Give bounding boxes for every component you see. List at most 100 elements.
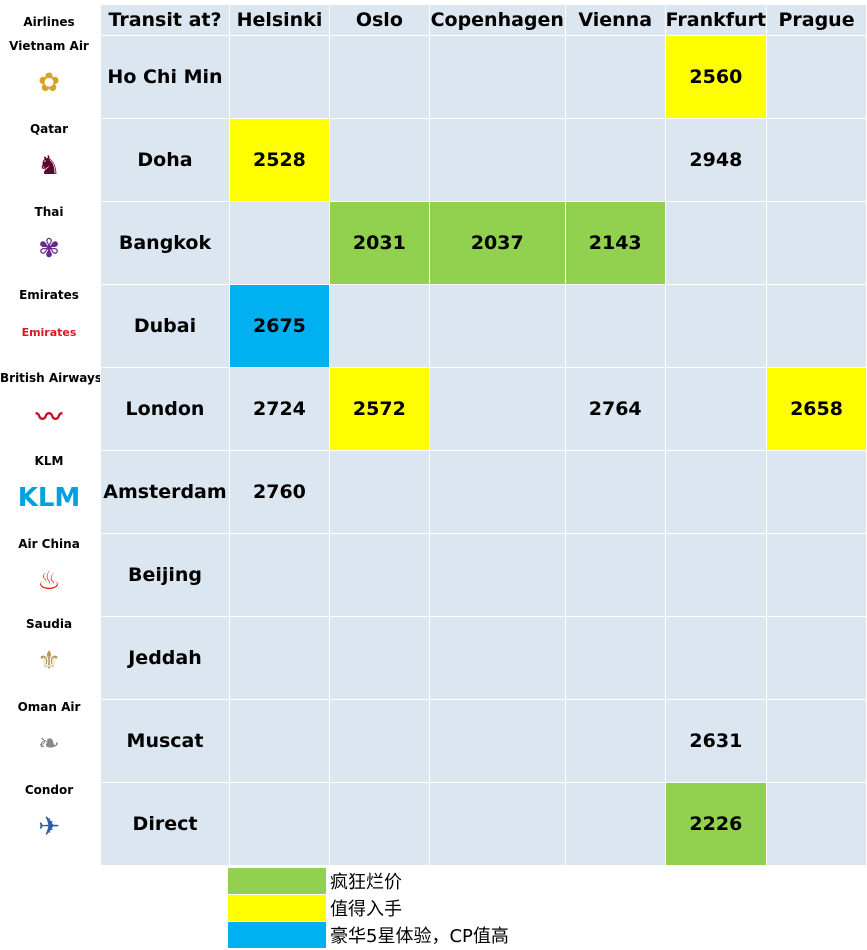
wing-logo: ❧ (38, 729, 60, 759)
fare-cell: 2037 (428, 201, 566, 285)
column-header: Transit at? (100, 4, 230, 36)
fare-cell (328, 118, 430, 202)
emirates-logo: Emirates (21, 325, 77, 339)
legend-item: 值得入手 (228, 894, 509, 921)
fare-cell (564, 450, 666, 534)
fare-cell (564, 284, 666, 368)
legend-label: 豪华5星体验，CP值高 (330, 925, 509, 947)
fare-cell (766, 284, 867, 368)
fare-cell: 2031 (328, 201, 430, 285)
column-header: Vienna (564, 4, 666, 36)
table-row: London 2724 2572 2764 2658 (100, 367, 867, 451)
fare-cell: 2658 (766, 367, 867, 451)
table-row: Ho Chi Min 2560 (100, 35, 867, 119)
oryx-logo: ♞ (37, 151, 61, 181)
fare-cell: 2675 (228, 284, 330, 368)
legend-swatch (228, 894, 326, 921)
speedmarque-logo: 〰 (35, 402, 62, 433)
airline-item: British Airways 〰 (0, 367, 102, 435)
fare-cell (428, 284, 566, 368)
fare-cell: 2572 (328, 367, 430, 451)
fare-cell: 2528 (228, 118, 330, 202)
airline-item: Oman Air ❧ (0, 696, 98, 764)
lotus-logo: ✿ (38, 68, 60, 98)
fare-cell (328, 616, 430, 700)
table-row: Muscat 2631 (100, 699, 867, 783)
fare-cell: 2631 (664, 699, 768, 783)
transit-city: Muscat (100, 699, 230, 783)
fare-cell (766, 616, 867, 700)
column-header: Oslo (328, 4, 430, 36)
airline-name: Oman Air (17, 700, 81, 714)
table-row: Doha 2528 2948 (100, 118, 867, 202)
airline-name: Condor (24, 783, 74, 797)
airline-item: Condor ✈ (0, 779, 98, 847)
phoenix-logo: ♨ (37, 566, 61, 596)
transit-city: London (100, 367, 230, 451)
fare-cell (564, 35, 666, 119)
fare-cell (564, 782, 666, 866)
palm-logo: ⚜ (37, 646, 61, 676)
airline-name: Thai (34, 205, 64, 219)
fare-cell (428, 35, 566, 119)
fare-cell (766, 450, 867, 534)
fare-cell (664, 367, 768, 451)
column-header: Frankfurt (664, 4, 768, 36)
fare-cell (766, 35, 867, 119)
fare-cell (564, 616, 666, 700)
klm-logo: KLM (17, 483, 81, 513)
fare-cell (328, 284, 430, 368)
legend: 疯狂烂价值得入手豪华5星体验，CP值高 (228, 867, 509, 948)
table-row: Dubai 2675 (100, 284, 867, 368)
airline-name: KLM (34, 454, 64, 468)
table-row: Beijing (100, 533, 867, 617)
fare-cell: 2764 (564, 367, 666, 451)
fare-cell (228, 782, 330, 866)
airline-item: Air China ♨ (0, 533, 98, 601)
airline-item: Qatar ♞ (0, 118, 98, 186)
table-row: Amsterdam 2760 (100, 450, 867, 534)
fare-cell (664, 616, 768, 700)
fare-cell (228, 699, 330, 783)
fare-cell (428, 367, 566, 451)
fare-cell (228, 616, 330, 700)
fare-cell (664, 450, 768, 534)
fare-cell (564, 699, 666, 783)
fare-cell (328, 782, 430, 866)
transit-city: Ho Chi Min (100, 35, 230, 119)
fare-cell: 2226 (664, 782, 768, 866)
table-row: Direct 2226 (100, 782, 867, 866)
airline-item: Saudia ⚜ (0, 613, 98, 681)
condor-logo: ✈ (38, 812, 60, 842)
thai-orchid-logo: ✾ (38, 234, 60, 264)
airline-name: Emirates (19, 288, 79, 302)
airlines-header: Airlines (23, 15, 75, 29)
fare-cell (766, 533, 867, 617)
fare-cell (766, 201, 867, 285)
column-header: Prague (766, 4, 867, 36)
airline-name: Saudia (25, 617, 73, 631)
fare-cell (564, 533, 666, 617)
transit-city: Direct (100, 782, 230, 866)
fare-cell (328, 450, 430, 534)
fare-cell (428, 782, 566, 866)
fare-cell (766, 782, 867, 866)
transit-city: Bangkok (100, 201, 230, 285)
legend-item: 疯狂烂价 (228, 867, 509, 894)
fare-cell (428, 533, 566, 617)
airline-item: Emirates Emirates (0, 284, 98, 352)
airline-name: Air China (18, 537, 80, 551)
transit-city: Amsterdam (100, 450, 230, 534)
fare-cell (564, 118, 666, 202)
fare-cell (766, 699, 867, 783)
legend-item: 豪华5星体验，CP值高 (228, 921, 509, 948)
fare-cell (328, 699, 430, 783)
fare-cell: 2948 (664, 118, 768, 202)
column-header: Copenhagen (428, 4, 566, 36)
airline-name: Qatar (29, 122, 69, 136)
fare-cell (766, 118, 867, 202)
legend-label: 值得入手 (330, 898, 402, 920)
fare-cell (428, 616, 566, 700)
airline-item: KLM KLM (0, 450, 98, 518)
airline-item: Vietnam Air ✿ (0, 35, 98, 103)
